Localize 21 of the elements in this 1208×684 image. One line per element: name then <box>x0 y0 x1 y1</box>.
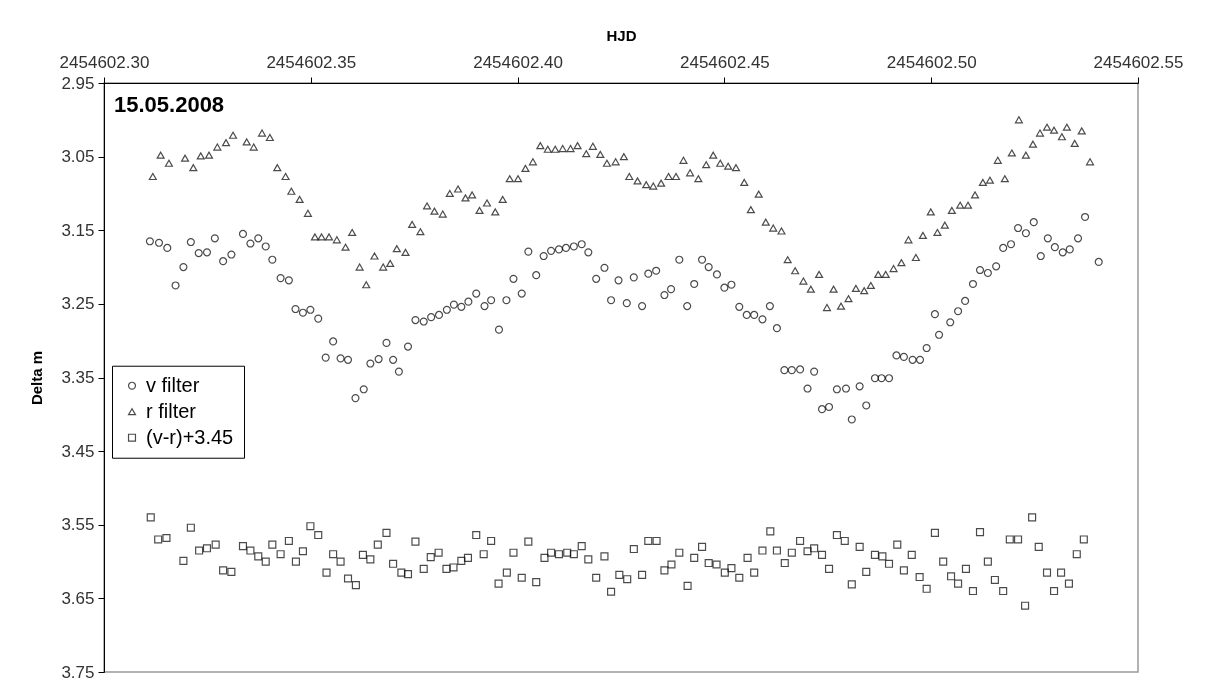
legend-label: (v-r)+3.45 <box>146 425 234 448</box>
x-tick-label: 2454602.35 <box>266 52 357 72</box>
x-axis-title: HJD <box>606 26 637 44</box>
y-axis-title: Delta m <box>28 350 46 406</box>
y-tick-label: 3.05 <box>61 147 95 167</box>
y-tick-label: 3.45 <box>61 441 95 461</box>
y-tick-label: 3.65 <box>61 588 95 608</box>
legend-label: v filter <box>146 373 200 396</box>
y-tick-label: 2.95 <box>61 73 95 93</box>
annotation: 15.05.2008 <box>114 92 225 117</box>
x-tick-label: 2454602.40 <box>473 52 564 72</box>
y-tick-label: 3.35 <box>61 368 95 387</box>
x-tick-label: 2454602.30 <box>59 52 150 72</box>
y-tick-label: 3.75 <box>61 662 95 682</box>
y-tick-label: 3.25 <box>61 294 95 314</box>
y-tick-label: 3.55 <box>61 515 95 535</box>
legend-label: r filter <box>146 399 197 422</box>
y-tick-label: 3.15 <box>61 220 95 240</box>
x-tick-label: 2454602.45 <box>679 52 770 72</box>
x-tick-label: 2454602.55 <box>1093 52 1184 72</box>
x-tick-label: 2454602.50 <box>886 52 977 72</box>
